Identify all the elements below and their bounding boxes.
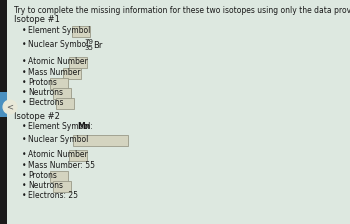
Text: •: • [22,68,27,77]
Text: •: • [22,122,27,131]
Text: Nuclear Symbol: Nuclear Symbol [28,135,88,144]
Text: Br: Br [93,41,102,50]
Text: •: • [22,171,27,180]
Bar [0,92,7,117]
Text: Isotope #2: Isotope #2 [14,112,60,121]
Text: Nuclear Symbol:: Nuclear Symbol: [28,40,91,49]
Text: Mass Number: Mass Number [28,68,80,77]
Text: Electrons: 25: Electrons: 25 [28,191,78,200]
Text: Element Symbol: Element Symbol [28,26,90,35]
Text: •: • [22,98,27,107]
Text: Mn: Mn [77,122,90,131]
Bar [0,0,7,224]
Text: Neutrons: Neutrons [28,181,63,190]
Text: <: < [7,103,14,112]
Text: Neutrons: Neutrons [28,88,63,97]
Text: 35: 35 [84,45,93,51]
Text: •: • [22,40,27,49]
Text: •: • [22,191,27,200]
Text: •: • [22,161,27,170]
Circle shape [3,100,17,114]
Text: •: • [22,150,27,159]
Text: Atomic Number: Atomic Number [28,57,88,66]
Text: •: • [22,78,27,87]
Bar [56,98,75,109]
Bar [50,78,68,89]
Text: 79: 79 [84,39,93,45]
Bar [72,26,90,37]
Text: Element Symbol:: Element Symbol: [28,122,95,131]
Text: •: • [22,57,27,66]
Bar [63,68,80,79]
Text: Atomic Number: Atomic Number [28,150,88,159]
Bar [69,57,87,68]
Bar [69,150,87,161]
Bar [54,88,71,99]
Text: Isotope #1: Isotope #1 [14,15,60,24]
Text: Mass Number: 55: Mass Number: 55 [28,161,95,170]
Text: Protons: Protons [28,78,57,87]
Text: •: • [22,181,27,190]
Bar [50,171,68,182]
Text: Protons: Protons [28,171,57,180]
Text: Electrons: Electrons [28,98,63,107]
Text: •: • [22,88,27,97]
Text: •: • [22,135,27,144]
Bar [54,181,71,192]
Text: •: • [22,26,27,35]
Text: Try to complete the missing information for these two isotopes using only the da: Try to complete the missing information … [14,6,350,15]
Bar [73,135,128,146]
